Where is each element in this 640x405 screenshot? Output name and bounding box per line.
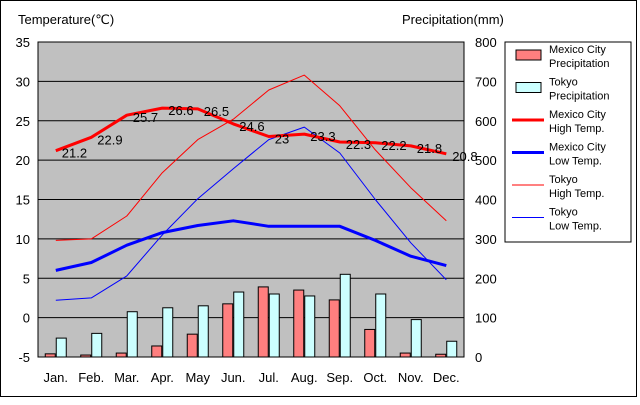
left-tick-label: 0	[23, 311, 30, 326]
legend-label-line2: Precipitation	[549, 58, 610, 70]
right-tick-label: 800	[475, 35, 497, 50]
right-tick-label: 500	[475, 153, 497, 168]
tokyo-high-line	[55, 74, 447, 241]
right-tick-label: 300	[475, 232, 497, 247]
left-tick-label: 20	[16, 153, 30, 168]
right-tick-label: 400	[475, 193, 497, 208]
legend-label-line2: Precipitation	[549, 91, 610, 103]
temperature-lines	[55, 74, 447, 301]
mexico-city-precip-bar	[328, 299, 340, 358]
right-axis-title: Precipitation(mm)	[402, 12, 504, 27]
high-temp-value-label: 21.8	[417, 141, 442, 156]
high-temp-value-label: 20.8	[452, 149, 477, 164]
legend-swatch	[515, 82, 542, 93]
tokyo-low-line	[55, 126, 447, 301]
tokyo-precip-bar	[162, 307, 174, 358]
left-tick-label: 30	[16, 74, 30, 89]
x-tick-label: Aug.	[291, 370, 318, 385]
left-axis: 35 30 25 20 15 10 5 0 -5	[16, 35, 30, 365]
left-tick-label: 25	[16, 114, 30, 129]
x-tick-label: Mar.	[114, 370, 139, 385]
mexico-city-precip-bar	[186, 333, 198, 358]
x-tick-label: Oct.	[363, 370, 387, 385]
right-axis: 800 700 600 500 400 300 200 100 0	[475, 35, 497, 365]
mexico-city-precip-bar	[222, 303, 234, 358]
tokyo-precip-bar	[233, 291, 245, 358]
high-temp-value-label: 24.6	[239, 119, 264, 134]
right-tick-label: 0	[475, 350, 482, 365]
precipitation-bars	[44, 273, 458, 358]
tokyo-precip-bar	[197, 305, 209, 358]
high-temp-value-label: 23	[275, 132, 289, 147]
mexico-city-precip-bar	[399, 352, 411, 358]
x-tick-label: Dec.	[433, 370, 460, 385]
legend-label-line1: Tokyo	[549, 77, 578, 89]
mexico-city-precip-bar	[435, 353, 447, 358]
x-tick-label: Feb.	[78, 370, 104, 385]
high-temp-value-label: 22.2	[381, 138, 406, 153]
tokyo-precip-bar	[410, 319, 422, 358]
mexico-city-precip-bar	[44, 353, 56, 358]
right-tick-label: 200	[475, 271, 497, 286]
high-temp-value-label: 23.3	[310, 129, 335, 144]
tokyo-precip-bar	[304, 295, 316, 358]
legend-label-line1: Tokyo	[549, 207, 578, 219]
mexico-city-low-line	[55, 219, 447, 272]
legend-label-line1: Mexico City	[549, 44, 606, 56]
right-tick-label: 700	[475, 74, 497, 89]
left-axis-title: Temperature(℃)	[18, 12, 114, 27]
high-temp-value-label: 22.3	[346, 137, 371, 152]
left-tick-label: 5	[23, 271, 30, 286]
legend-label-line1: Mexico City	[549, 109, 606, 121]
left-tick-label: 10	[16, 232, 30, 247]
left-tick-label: -5	[18, 350, 30, 365]
x-tick-label: Apr.	[151, 370, 174, 385]
tokyo-precip-bar	[55, 337, 67, 358]
legend-swatch	[515, 49, 542, 61]
mexico-city-precip-bar	[151, 345, 163, 358]
x-tick-label: Nov.	[398, 370, 424, 385]
legend-label-line1: Mexico City	[549, 142, 606, 154]
mexico-city-high-line	[55, 106, 447, 156]
data-labels: 21.2 22.9 25.7 26.6 26.5 24.6 23 23.3 22.3 22.2 21…	[62, 103, 478, 164]
legend-box	[504, 41, 632, 243]
x-tick-label: May	[185, 370, 210, 385]
tokyo-precip-bar	[446, 340, 458, 358]
x-tick-label: Jun.	[221, 370, 246, 385]
high-temp-value-label: 25.7	[133, 110, 158, 125]
tokyo-precip-bar	[339, 273, 351, 358]
legend-label-line2: High Temp.	[549, 123, 604, 135]
mexico-city-precip-bar	[257, 286, 269, 358]
high-temp-value-label: 21.2	[62, 146, 87, 161]
mexico-city-precip-bar	[364, 328, 376, 358]
tokyo-precip-bar	[126, 311, 138, 358]
high-temp-value-label: 22.9	[97, 132, 122, 147]
legend: Mexico City Precipitation Tokyo Precipitati…	[504, 41, 632, 243]
mexico-city-precip-bar	[293, 289, 305, 358]
legend-label-line1: Tokyo	[549, 174, 578, 186]
mexico-city-precip-bar	[80, 354, 92, 358]
high-temp-value-label: 26.5	[204, 104, 229, 119]
left-tick-label: 15	[16, 193, 30, 208]
mexico-city-precip-bar	[115, 352, 127, 358]
right-tick-label: 100	[475, 311, 497, 326]
left-tick-label: 35	[16, 35, 30, 50]
x-tick-label: Sep.	[326, 370, 353, 385]
tokyo-precip-bar	[91, 332, 103, 358]
tokyo-precip-bar	[268, 293, 280, 358]
x-tick-label: Jul.	[259, 370, 279, 385]
high-temp-value-label: 26.6	[168, 103, 193, 118]
tokyo-precip-bar	[375, 293, 387, 358]
legend-label-line2: Low Temp.	[549, 156, 602, 168]
right-tick-label: 600	[475, 114, 497, 129]
x-tick-label: Jan.	[43, 370, 68, 385]
x-axis: Jan. Feb. Mar. Apr. May Jun. Jul. Aug. Sep. Oct. N…	[43, 370, 459, 385]
legend-label-line2: Low Temp.	[549, 221, 602, 233]
gridlines	[38, 80, 464, 319]
legend-label-line2: High Temp.	[549, 188, 604, 200]
